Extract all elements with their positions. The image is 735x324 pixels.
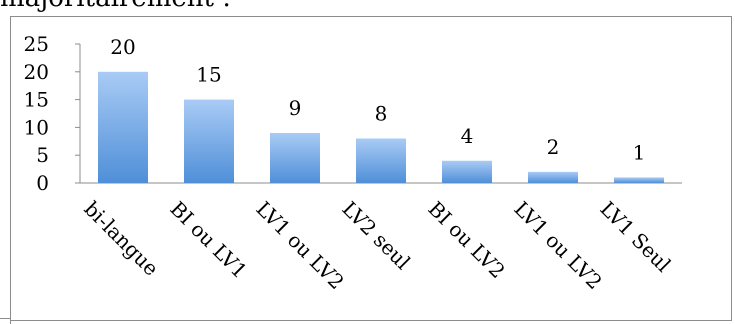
bar	[184, 99, 234, 183]
bar	[528, 171, 578, 183]
bar	[98, 71, 148, 183]
bar	[442, 160, 492, 183]
bar	[614, 177, 664, 183]
y-tick-label: 0	[36, 171, 49, 195]
data-label: 15	[196, 63, 221, 87]
data-label: 1	[633, 140, 646, 164]
chart-frame	[10, 16, 732, 321]
category-label: LV1 ou LV2	[251, 197, 348, 294]
category-label: LV2 seul	[337, 197, 415, 275]
y-tick-label: 15	[24, 88, 49, 112]
y-tick-label: 5	[36, 143, 49, 167]
data-label: 2	[547, 135, 560, 159]
page-heading: majoritairement :	[0, 0, 231, 13]
divider-line	[0, 318, 10, 319]
category-label: bi-langue	[79, 197, 163, 281]
bar	[356, 138, 406, 183]
category-label: LV1 Seul	[595, 197, 675, 277]
y-tick-label: 10	[24, 115, 49, 139]
y-tick-label: 20	[24, 60, 49, 84]
data-label: 20	[110, 35, 135, 59]
category-label: BI ou LV1	[165, 197, 251, 283]
data-label: 9	[289, 96, 302, 120]
y-tick-label: 25	[24, 32, 49, 56]
category-label: LV1 ou LV2	[509, 197, 606, 294]
category-label: BI ou LV2	[423, 197, 509, 283]
bar	[270, 132, 320, 183]
data-label: 8	[375, 102, 388, 126]
divider-tick	[10, 318, 11, 324]
data-label: 4	[461, 124, 474, 148]
